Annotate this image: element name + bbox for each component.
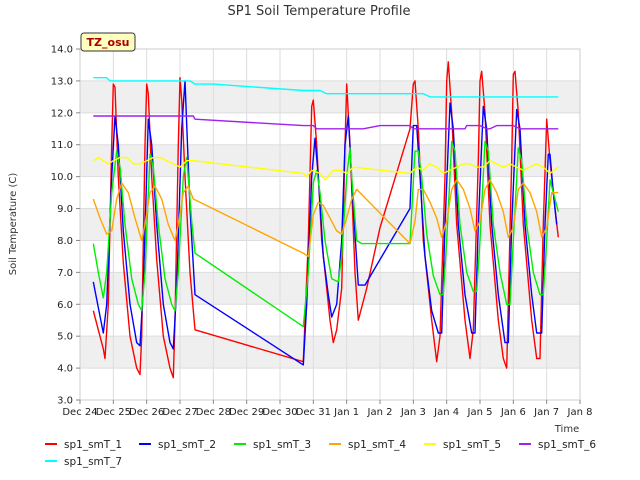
- y-tick-label: 10.0: [51, 172, 73, 183]
- legend-label: sp1_smT_2: [158, 439, 216, 451]
- y-tick-label: 9.0: [57, 204, 73, 215]
- legend-label: sp1_smT_3: [253, 439, 311, 451]
- y-tick-label: 6.0: [57, 300, 73, 311]
- legend-item-sp1_smT_3: sp1_smT_3: [234, 439, 311, 451]
- y-axis-label: Soil Temperature (C): [8, 173, 19, 276]
- x-tick-label: Dec 26: [129, 407, 164, 418]
- legend-item-sp1_smT_5: sp1_smT_5: [424, 439, 501, 451]
- series-line-sp1_smT_7: [93, 76, 559, 98]
- y-tick-label: 5.0: [57, 332, 73, 343]
- legend: sp1_smT_1 sp1_smT_2 sp1_smT_3 sp1_smT_4 sp1_…: [45, 439, 596, 468]
- legend-item-sp1_smT_4: sp1_smT_4: [329, 439, 406, 451]
- x-tick-label: Jan 8: [567, 407, 593, 418]
- x-tick-label: Jan 2: [367, 407, 393, 418]
- legend-item-sp1_smT_1: sp1_smT_1: [45, 439, 122, 451]
- legend-item-sp1_smT_2: sp1_smT_2: [139, 439, 216, 451]
- x-tick-label: Dec 24: [62, 407, 97, 418]
- series-line-sp1_smT_5: [92, 156, 559, 181]
- badge-box: [80, 32, 136, 52]
- x-tick-label: Jan 1: [333, 407, 359, 418]
- legend-label: sp1_smT_5: [443, 439, 501, 451]
- plot-band: [80, 336, 580, 369]
- plot-band: [80, 144, 580, 177]
- legend-label: sp1_smT_7: [64, 456, 122, 468]
- chart-title: SP1 Soil Temperature Profile: [228, 4, 411, 19]
- series-line-sp1_smT_2: [92, 80, 558, 366]
- legend-label: sp1_smT_6: [538, 439, 596, 451]
- station-badge: TZ_osu: [80, 32, 136, 52]
- x-tick-label: Dec 31: [296, 407, 331, 418]
- x-tick-label: Jan 6: [500, 407, 526, 418]
- y-tick-label: 13.0: [51, 76, 73, 87]
- x-tick-label: Jan 7: [533, 407, 559, 418]
- y-tick-label: 3.0: [57, 396, 73, 407]
- plot-band: [80, 208, 580, 241]
- series-line-sp1_smT_6: [93, 115, 559, 130]
- x-tick-label: Dec 27: [162, 407, 197, 418]
- legend-label: sp1_smT_4: [348, 439, 406, 451]
- series-line-sp1_smT_3: [92, 140, 559, 328]
- legend-item-sp1_smT_6: sp1_smT_6: [519, 439, 596, 451]
- y-tick-label: 4.0: [57, 364, 73, 375]
- plot-frame: [79, 48, 581, 401]
- series-group: [92, 61, 559, 379]
- axes: [79, 48, 581, 401]
- x-axis-label: Time: [554, 424, 579, 435]
- y-tick-label: 7.0: [57, 268, 73, 279]
- x-tick-label: Jan 4: [433, 407, 459, 418]
- x-tick-label: Jan 3: [400, 407, 426, 418]
- legend-item-sp1_smT_7: sp1_smT_7: [45, 456, 122, 468]
- x-tick-label: Dec 29: [229, 407, 264, 418]
- series-line-sp1_smT_4: [92, 179, 559, 258]
- y-tick-label: 11.0: [51, 140, 73, 151]
- tick-labels: 3.0 4.0 5.0 6.0 7.0 8.0 9.0 10.0 11.0 12.0 13.0 14.…: [51, 45, 593, 419]
- badge-label: TZ_osu: [87, 36, 130, 49]
- x-tick-label: Dec 28: [196, 407, 231, 418]
- y-tick-label: 12.0: [51, 108, 73, 119]
- legend-label: sp1_smT_1: [64, 439, 122, 451]
- x-tick-label: Dec 30: [262, 407, 297, 418]
- series-line-sp1_smT_1: [92, 61, 559, 379]
- y-tick-label: 8.0: [57, 236, 73, 247]
- y-tick-label: 14.0: [51, 45, 73, 56]
- x-tick-label: Jan 5: [467, 407, 493, 418]
- x-tick-label: Dec 25: [96, 407, 131, 418]
